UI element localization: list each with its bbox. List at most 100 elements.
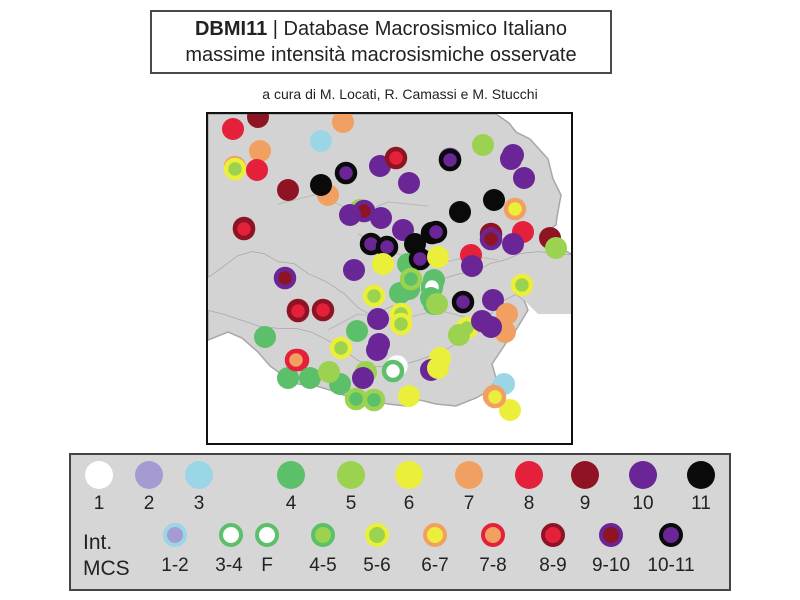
legend-swatch-4 <box>277 461 305 489</box>
legend-ring-label-8-9: 8-9 <box>539 555 567 576</box>
map-point-7 <box>332 114 354 133</box>
legend-label-1: 1 <box>93 493 105 514</box>
map-point-6 <box>427 357 449 379</box>
map-point-5-6 <box>389 312 413 336</box>
inland-region <box>208 252 571 366</box>
map-point-9 <box>277 179 299 201</box>
map-point-10-11 <box>334 161 358 185</box>
map-point-10 <box>482 289 504 311</box>
legend-swatch-5 <box>337 461 365 489</box>
legend-swatch-11 <box>687 461 715 489</box>
map-point-10 <box>513 167 535 189</box>
map-point-10 <box>339 204 361 226</box>
map-point-4 <box>277 367 299 389</box>
map-point-10-11 <box>451 290 475 314</box>
map-point-10 <box>502 233 524 255</box>
map-point-10 <box>352 367 374 389</box>
legend-label-6: 6 <box>403 493 415 514</box>
legend-swatch-10 <box>629 461 657 489</box>
legend-label-5: 5 <box>345 493 357 514</box>
legend-ring-label-F: F <box>261 555 273 576</box>
legend-ring-7-8 <box>481 523 505 547</box>
map-point-4-5 <box>399 267 423 291</box>
legend-int-label: Int. <box>83 531 113 554</box>
credit-line: a cura di M. Locati, R. Camassi e M. Stu… <box>262 86 538 102</box>
title-description: Database Macrosismico Italiano <box>283 18 568 40</box>
map-point-5 <box>318 361 340 383</box>
map-point-10 <box>367 308 389 330</box>
title-database-name: DBMI11 <box>194 18 268 40</box>
map-canvas <box>208 114 571 421</box>
map-point-8-9 <box>311 298 335 322</box>
map-point-10 <box>480 316 502 338</box>
map-point-6 <box>372 253 394 275</box>
legend-ring-10-11 <box>659 523 683 547</box>
map-point-6 <box>427 246 449 268</box>
subtitle: massime intensità macrosismiche osservat… <box>185 44 577 66</box>
legend-ring-4-5 <box>311 523 335 547</box>
legend-swatch-3 <box>185 461 213 489</box>
legend-ring-label-1-2: 1-2 <box>161 555 189 576</box>
map-point-3 <box>310 130 332 152</box>
map-point-7 <box>249 140 271 162</box>
map-point-4-5 <box>362 388 386 412</box>
legend-ring-5-6 <box>365 523 389 547</box>
legend-ring-6-7 <box>423 523 447 547</box>
map-point-8 <box>246 159 268 181</box>
map-point-4 <box>346 320 368 342</box>
map-point-11 <box>310 174 332 196</box>
title: DBMI11 | Database Macrosismico Italiano <box>152 17 610 42</box>
legend-label-3: 3 <box>193 493 205 514</box>
map-point-10 <box>461 255 483 277</box>
map-point-6 <box>398 385 420 407</box>
legend-label-9: 9 <box>579 493 591 514</box>
map-point-5-6 <box>362 284 386 308</box>
legend-label-8: 8 <box>523 493 535 514</box>
map-point-7 <box>496 303 518 325</box>
legend-swatch-2 <box>135 461 163 489</box>
map-point-5-6 <box>329 336 353 360</box>
legend-ring-F <box>255 523 279 547</box>
map-point-6-7 <box>483 385 507 409</box>
map-point-9 <box>247 114 269 128</box>
legend-swatch-6 <box>395 461 423 489</box>
map-point-10-11 <box>438 148 462 172</box>
map-point-10 <box>500 148 522 170</box>
map-point-3-4 <box>381 359 405 383</box>
legend-ring-label-6-7: 6-7 <box>421 555 449 576</box>
legend-ring-8-9 <box>541 523 565 547</box>
legend-swatch-8 <box>515 461 543 489</box>
map-point-10 <box>366 339 388 361</box>
legend-ring-label-3-4: 3-4 <box>215 555 243 576</box>
map-point-8-9 <box>286 299 310 323</box>
legend-mcs-label: MCS <box>83 557 130 580</box>
legend-swatch-9 <box>571 461 599 489</box>
legend-ring-9-10 <box>599 523 623 547</box>
legend-swatch-7 <box>455 461 483 489</box>
map-point-10 <box>370 207 392 229</box>
map-point-7-8 <box>284 348 308 372</box>
legend-ring-label-10-11: 10-11 <box>647 555 695 576</box>
map-point-5 <box>426 293 448 315</box>
map-point-5 <box>545 237 567 259</box>
legend-ring-3-4 <box>219 523 243 547</box>
legend: 1 2 3 4 5 6 7 8 9 10 11 Int. MCS 1-2 3-4 F 4-5 5-6 6-7 7… <box>69 453 731 591</box>
legend-label-4: 4 <box>285 493 297 514</box>
legend-label-7: 7 <box>463 493 475 514</box>
intensity-points <box>222 114 567 421</box>
map-point-11 <box>449 201 471 223</box>
map-point-11 <box>483 189 505 211</box>
map-point-10 <box>398 172 420 194</box>
map-point-9-10 <box>273 266 297 290</box>
legend-ring-label-5-6: 5-6 <box>363 555 391 576</box>
map-point-5-6 <box>223 157 247 181</box>
legend-ring-label-4-5: 4-5 <box>309 555 337 576</box>
intensity-map <box>206 112 573 445</box>
map-point-8-9 <box>384 146 408 170</box>
map-point-10-11 <box>424 220 448 244</box>
map-point-5 <box>472 134 494 156</box>
map-point-10-11 <box>408 247 432 271</box>
map-point-5 <box>448 324 470 346</box>
map-point-10 <box>343 259 365 281</box>
map-point-6-7 <box>503 197 527 221</box>
